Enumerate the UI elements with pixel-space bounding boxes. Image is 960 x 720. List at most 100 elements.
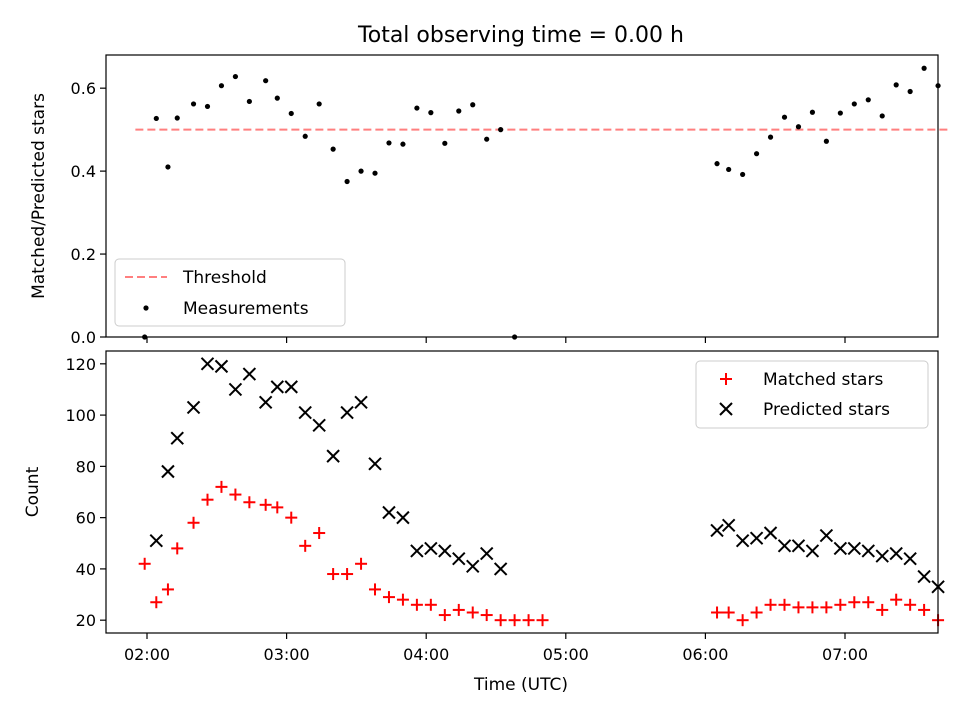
bottom-y-tick-label: 40 <box>76 560 96 579</box>
matched-star-point <box>396 593 409 606</box>
measurement-point <box>726 166 732 173</box>
measurement-point <box>470 102 476 108</box>
predicted-star-stroke-b <box>382 505 396 520</box>
measurement-point <box>484 136 490 142</box>
measurement-point <box>302 133 308 139</box>
measurement-point <box>386 140 392 146</box>
matched-star-point <box>862 596 875 609</box>
predicted-star-point <box>214 359 229 374</box>
matched-star-point <box>848 596 861 609</box>
measurement-point <box>921 65 927 71</box>
x-tick-label: 06:00 <box>682 645 728 664</box>
predicted-star-point <box>847 541 862 556</box>
predicted-star-point <box>721 518 736 533</box>
matched-star-point <box>480 609 493 622</box>
predicted-star-point <box>284 380 298 394</box>
matched-star-point <box>466 606 479 619</box>
predicted-star-stroke-b <box>805 544 820 558</box>
predicted-star-stroke-b <box>354 395 368 409</box>
matched-star-point <box>355 557 368 570</box>
measurement-point <box>288 110 294 117</box>
predicted-star-point <box>735 534 750 548</box>
predicted-star-point <box>424 541 438 556</box>
matched-star-point <box>259 498 272 511</box>
bottom-plot-frame <box>105 350 939 634</box>
matched-star-point <box>369 583 382 596</box>
measurement-point <box>893 82 899 88</box>
bottom-y-axis-label: Count <box>23 466 43 517</box>
predicted-star-stroke-b <box>847 541 862 556</box>
predicted-star-point <box>710 523 724 538</box>
measurement-point <box>753 151 760 157</box>
bottom-y-tick-label: 20 <box>76 611 96 630</box>
predicted-star-stroke-b <box>438 544 452 558</box>
count-plot: 20 40 60 80 100 120 02:00 03:00 04:00 05:00 06:00 0… <box>65 355 945 664</box>
matched-star-point <box>764 598 777 611</box>
x-tick-label: 05:00 <box>543 645 589 664</box>
predicted-star-point <box>410 544 424 558</box>
predicted-star-stroke-b <box>819 528 834 543</box>
measurement-point <box>246 98 252 105</box>
top-chart-title: Total observing time = 0.00 h <box>357 23 684 48</box>
predicted-star-point <box>452 551 466 566</box>
measurement-point <box>204 103 211 110</box>
matched-star-point <box>711 606 724 619</box>
predicted-star-stroke-b <box>452 551 466 566</box>
predicted-star-point <box>242 367 257 381</box>
predicted-star-stroke-b <box>312 418 326 433</box>
matched-star-point <box>285 511 298 524</box>
matched-star-point <box>138 557 151 570</box>
predicted-star-stroke-b <box>340 405 354 420</box>
predicted-star-point <box>270 380 285 394</box>
predicted-star-stroke-b <box>903 551 917 566</box>
measurement-point <box>358 168 364 174</box>
x-tick-label: 07:00 <box>822 645 868 664</box>
measurement-point <box>330 146 336 152</box>
predicted-star-point <box>170 431 184 445</box>
ratio-plot: 0.0 0.2 0.4 0.6 <box>71 65 948 347</box>
measurement-point <box>344 178 350 185</box>
predicted-star-stroke-b <box>917 569 931 584</box>
measurement-point <box>767 134 774 140</box>
x-tick-label: 04:00 <box>403 645 449 664</box>
matched-star-point <box>536 614 549 627</box>
predicted-star-stroke-b <box>298 405 312 420</box>
matched-star-point <box>736 614 749 627</box>
predicted-star-stroke-b <box>410 544 424 558</box>
predicted-star-stroke-b <box>200 357 215 371</box>
measurement-point <box>795 124 802 130</box>
measurement-point <box>781 114 788 120</box>
top-legend-box <box>114 258 346 327</box>
x-tick-label: 03:00 <box>264 645 310 664</box>
predicted-star-point <box>368 457 382 471</box>
measurement-point <box>263 78 269 84</box>
predicted-star-stroke-b <box>186 400 201 415</box>
matched-star-point <box>778 598 791 611</box>
matched-star-point <box>876 603 889 616</box>
matched-star-point <box>834 598 847 611</box>
predicted-star-point <box>438 544 452 558</box>
matched-star-point <box>890 593 903 606</box>
predicted-star-stroke-b <box>493 562 508 576</box>
matched-star-point <box>382 591 395 604</box>
predicted-star-stroke-b <box>284 380 298 394</box>
predicted-star-stroke-b <box>777 539 792 553</box>
bottom-y-tick-label: 60 <box>76 509 96 528</box>
predicted-star-point <box>200 357 215 371</box>
top-plot-frame <box>105 54 939 338</box>
predicted-star-point <box>805 544 820 558</box>
measurement-point <box>907 88 913 95</box>
predicted-star-stroke-b <box>242 367 257 381</box>
matched-star-point <box>271 501 284 514</box>
measurement-point <box>165 164 171 170</box>
matched-star-point <box>918 603 931 616</box>
predicted-star-point <box>493 562 508 576</box>
matched-star-point <box>150 596 163 609</box>
predicted-star-stroke-b <box>270 380 285 394</box>
matched-star-point <box>229 488 242 501</box>
matched-star-point <box>750 606 763 619</box>
predicted-star-stroke-b <box>326 449 340 463</box>
legend-matched-label: Matched stars <box>763 370 883 390</box>
measurement-point <box>372 170 378 176</box>
